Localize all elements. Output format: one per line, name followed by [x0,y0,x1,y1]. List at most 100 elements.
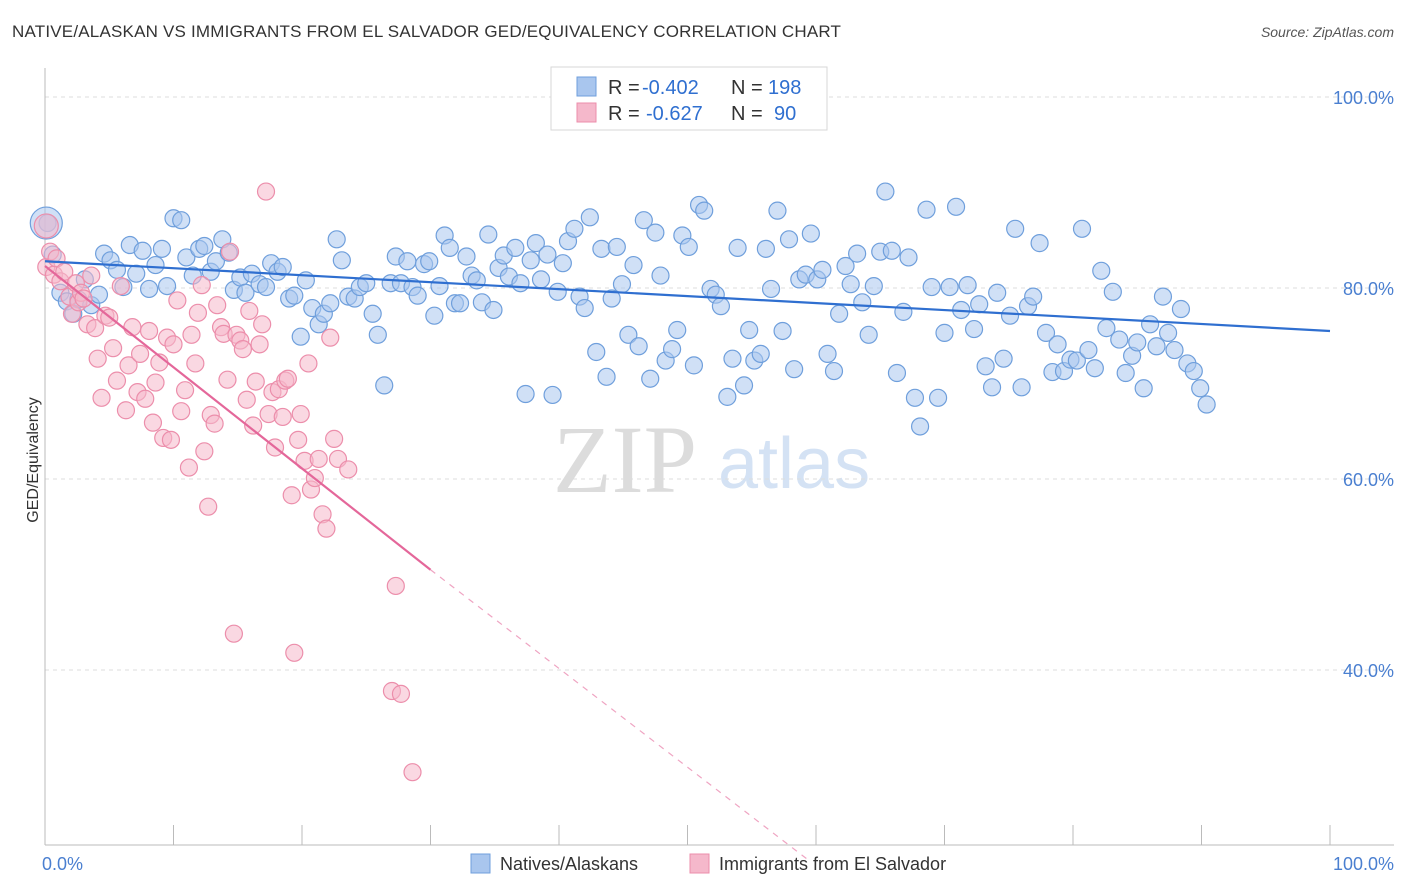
immigrants-el-salvador-point-28 [139,321,159,341]
immigrants-el-salvador-point-70 [278,369,297,388]
immigrants-el-salvador-point-86 [386,576,405,596]
natives-alaskans-point-47 [327,230,346,249]
immigrants-el-salvador-point-29 [143,413,163,432]
natives-alaskans-point-75 [484,300,503,320]
natives-alaskans-point-8 [89,285,109,304]
natives-alaskans-point-130 [785,360,804,379]
natives-alaskans-point-122 [740,320,759,340]
natives-alaskans-point-100 [619,325,638,344]
natives-alaskans-point-172 [1030,234,1049,253]
immigrants-el-salvador-point-35 [164,335,183,354]
immigrants-el-salvador-point-41 [186,354,205,373]
natives-alaskans-point-152 [910,417,930,436]
natives-alaskans-point-83 [526,234,545,253]
natives-alaskans-point-70 [457,247,476,266]
immigrants-el-salvador-point-83 [325,429,344,448]
natives-alaskans-point-105 [646,223,665,242]
immigrants-el-salvador-point-34 [161,430,181,449]
natives-alaskans-point-148 [887,363,907,383]
immigrants-el-salvador-point-27 [136,389,155,408]
natives-alaskans-point-17 [146,255,165,275]
natives-alaskans-point-168 [1006,219,1025,238]
natives-alaskans-point-48 [332,251,351,270]
natives-alaskans-point-55 [375,376,394,395]
immigrants-el-salvador-point-48 [208,296,227,315]
natives-alaskans-point-126 [761,279,781,299]
natives-alaskans-point-117 [711,297,731,316]
natives-alaskans-point-74 [479,225,498,244]
natives-alaskans-point-138 [830,304,849,323]
trend-line-natives-alaskans [44,260,1331,333]
source-credit: Source: ZipAtlas.com [1260,24,1394,40]
natives-alaskans-point-18 [152,239,172,258]
natives-alaskans-point-86 [543,385,562,405]
legend-swatch-immigrants-el-salvador [689,853,710,874]
immigrants-el-salvador-point-19 [104,339,123,358]
immigrants-el-salvador-point-39 [179,458,199,477]
immigrants-el-salvador-point-38 [175,381,195,400]
natives-alaskans-point-164 [982,378,1002,397]
natives-alaskans-point-179 [1072,219,1092,238]
immigrants-el-salvador-point-79 [309,449,328,469]
immigrants-el-salvador-point-43 [192,276,211,295]
natives-alaskans-point-173 [1036,323,1056,342]
natives-alaskans-point-112 [684,356,704,375]
x-tick-label-1: 100.0% [1333,854,1394,874]
natives-alaskans-point-99 [612,275,632,294]
immigrants-el-salvador-point-72 [285,643,304,662]
natives-alaskans-point-184 [1103,282,1122,301]
stats-r-value-2: -0.627 [646,103,703,125]
natives-alaskans-point-199 [1197,395,1216,414]
natives-alaskans-point-158 [946,197,966,216]
y-tick-label-3: 40.0% [1343,661,1394,681]
stats-n-value-1: 198 [768,77,801,99]
immigrants-el-salvador-point-52 [220,242,240,261]
immigrants-el-salvador-point-21 [111,276,130,296]
immigrants-el-salvador-point-63 [256,182,276,201]
natives-alaskans-point-63 [420,252,439,271]
immigrants-el-salvador-point-89 [391,684,411,703]
natives-alaskans-point-25 [195,236,214,256]
natives-alaskans-point-95 [592,239,611,258]
natives-alaskans-point-21 [172,211,191,230]
immigrants-el-salvador-point-81 [317,519,336,538]
legend-swatch-natives-alaskans [470,853,491,874]
immigrants-el-salvador-point-24 [123,318,142,337]
natives-alaskans-point-69 [450,294,470,313]
natives-alaskans-point-129 [779,230,799,249]
natives-alaskans-point-120 [728,238,747,257]
legend-label-natives-alaskans: Natives/Alaskans [500,854,638,874]
natives-alaskans-point-171 [1024,287,1043,306]
natives-alaskans-point-85 [538,245,557,264]
natives-alaskans-point-142 [853,293,872,312]
immigrants-el-salvador-point-47 [205,414,224,433]
natives-alaskans-point-98 [607,237,626,257]
natives-alaskans-point-165 [988,283,1007,302]
natives-alaskans-point-163 [976,357,995,376]
natives-alaskans-point-156 [935,323,954,342]
natives-alaskans-point-80 [511,274,530,293]
natives-alaskans-point-94 [587,342,606,362]
natives-alaskans-point-35 [256,277,276,297]
x-tick-label-0: 0.0% [42,854,83,874]
stats-r-label-2: R = [608,103,640,125]
immigrants-el-salvador-point-37 [172,402,191,421]
natives-alaskans-point-193 [1158,323,1178,342]
stats-swatch-blue [576,76,597,97]
trend-line-immigrants-el-salvador-extension [430,569,810,862]
immigrants-el-salvador-point-40 [182,325,201,344]
natives-alaskans-point-102 [629,337,648,356]
immigrants-el-salvador-point-15 [88,349,107,368]
natives-alaskans-point-92 [575,298,594,318]
immigrants-el-salvador-point-44 [195,442,214,461]
stats-r-value-1: -0.402 [642,77,699,99]
natives-alaskans-point-53 [363,304,382,323]
natives-alaskans-point-195 [1171,299,1191,319]
natives-alaskans-point-104 [641,369,660,388]
natives-alaskans-point-147 [882,241,901,260]
natives-alaskans-point-160 [958,276,977,295]
immigrants-el-salvador-point-85 [339,460,358,479]
natives-alaskans-point-189 [1134,379,1153,398]
x-tick-labels: 0.0% 100.0% [42,854,1394,874]
immigrants-el-salvador-point-13 [82,266,101,285]
